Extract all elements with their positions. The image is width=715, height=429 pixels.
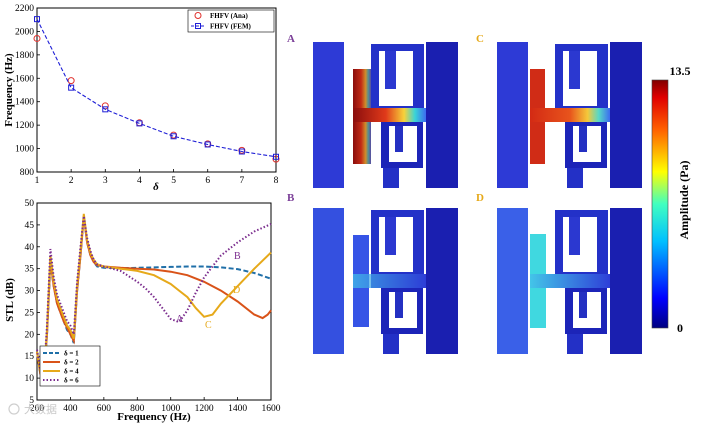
y-tick-label: 1400 (15, 98, 34, 108)
panel-label-d: D (476, 192, 484, 204)
y-tick-label: 50 (25, 199, 35, 209)
series-line-2 (36, 18, 277, 158)
y-tick-label: 45 (25, 221, 35, 231)
x-tick-label: 400 (63, 404, 78, 414)
data-point-ana (33, 34, 41, 42)
stl-chart-legend: δ = 1 δ = 2 δ = 4 δ = 6 (39, 345, 101, 387)
legend-ana: FHFV (Ana) (210, 12, 248, 20)
field-panel-a: A (287, 33, 458, 188)
freq-chart: 800 1000 1200 1400 1600 1800 2000 2200 1 2 3 4 5 6 7 8… (3, 4, 280, 193)
data-point-fem (136, 120, 143, 127)
x-tick-label: 3 (103, 176, 108, 186)
y-tick-label: 1600 (15, 74, 34, 84)
stl-chart-ylabel: STL (dB) (4, 278, 16, 322)
colorbar-scale (651, 79, 669, 329)
data-point-fem (238, 148, 245, 155)
stl-legend-4: δ = 6 (64, 377, 79, 385)
x-tick-label: 8 (274, 176, 279, 186)
x-tick-label: 1400 (228, 404, 247, 414)
colorbar: 13.5 0 Amplitude (Pa) (651, 64, 691, 335)
freq-chart-legend: FHFV (Ana) FHFV (FEM) (187, 9, 275, 33)
panel-label-c: C (476, 33, 484, 45)
field-panel-c: C (476, 33, 642, 188)
field-panel-d: D (476, 192, 642, 354)
data-point-fem (273, 153, 279, 160)
y-tick-label: 20 (25, 330, 35, 340)
y-tick-label: 10 (25, 374, 35, 384)
stl-chart-xlabel: Frequency (Hz) (117, 411, 191, 423)
colorbar-min: 0 (677, 321, 683, 335)
stl-legend-1: δ = 1 (64, 350, 79, 358)
y-tick-label: 1200 (15, 121, 34, 131)
stl-chart: 5 10 15 20 25 30 35 40 45 50 200 400 600 800 1000 1200… (4, 199, 281, 423)
x-tick-label: 600 (97, 404, 112, 414)
x-tick-label: 2 (69, 176, 74, 186)
x-tick-label: 1200 (195, 404, 214, 414)
y-tick-label: 1000 (15, 145, 34, 155)
y-tick-label: 5 (29, 396, 34, 406)
x-tick-label: 4 (137, 176, 142, 186)
y-tick-label: 40 (25, 243, 35, 253)
annotation-c: C (205, 320, 212, 331)
y-tick-label: 25 (25, 308, 35, 318)
x-tick-label: 1600 (262, 404, 281, 414)
legend-marker-fem (195, 23, 201, 29)
panel-label-a: A (287, 33, 295, 45)
y-tick-label: 30 (25, 287, 35, 297)
y-tick-label: 1800 (15, 51, 34, 61)
data-point-fem (68, 84, 75, 91)
y-tick-label: 2000 (15, 27, 34, 37)
x-tick-label: 6 (205, 176, 210, 186)
field-panel-b: B (287, 192, 458, 354)
y-tick-label: 2200 (15, 4, 34, 14)
x-tick-label: 1000 (161, 404, 180, 414)
freq-chart-ylabel: Frequency (Hz) (3, 53, 15, 127)
watermark-text: 大数据 (24, 402, 57, 416)
legend-fem: FHFV (FEM) (210, 23, 252, 31)
legend-marker-ana (194, 12, 202, 19)
data-point-fem (102, 106, 109, 113)
colorbar-title: Amplitude (Pa) (677, 161, 691, 240)
data-point-ana (67, 77, 75, 85)
stl-legend-3: δ = 4 (64, 368, 79, 376)
x-tick-label: 1 (35, 176, 40, 186)
stl-chart-frame (36, 202, 272, 401)
x-tick-label: 800 (130, 404, 145, 414)
annotation-b: B (234, 251, 241, 262)
x-tick-label: 7 (239, 176, 244, 186)
freq-chart-frame (36, 7, 277, 173)
data-point-fem (170, 133, 177, 140)
series-line-4 (36, 215, 272, 379)
data-point-fem (204, 141, 211, 148)
x-tick-label: 5 (171, 176, 176, 186)
y-tick-label: 15 (25, 352, 35, 362)
stl-legend-2: δ = 2 (64, 359, 79, 367)
y-tick-label: 800 (20, 168, 35, 178)
annotation-d: D (233, 285, 240, 296)
watermark: 大数据 (8, 402, 57, 416)
legend-box (187, 9, 275, 33)
annotation-a: A (176, 314, 184, 325)
watermark-icon (8, 403, 20, 415)
x-tick-label: 200 (30, 404, 45, 414)
colorbar-max: 13.5 (670, 64, 691, 78)
data-point-fem (34, 16, 40, 23)
freq-chart-xlabel: δ (153, 181, 159, 193)
y-tick-label: 35 (25, 265, 35, 275)
panel-label-b: B (287, 192, 295, 204)
